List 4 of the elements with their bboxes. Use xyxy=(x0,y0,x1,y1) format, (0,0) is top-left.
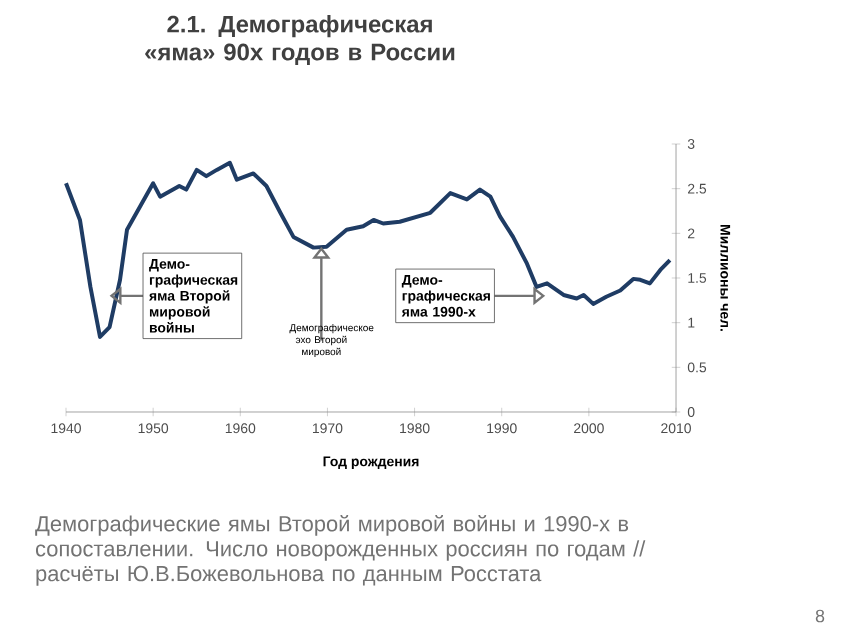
text: 8 xyxy=(815,609,825,623)
chart-title: 2.1. Демографическая «яма» 90х годов в России xyxy=(145,15,455,65)
line-series xyxy=(64,160,672,339)
text: Демографические ямы Второй мировой войны и 1990-х в сопоставлении. Число новорожденных россиян по годам // расчёты Ю.В.Божевольнова по данным Росстата xyxy=(35,515,646,586)
